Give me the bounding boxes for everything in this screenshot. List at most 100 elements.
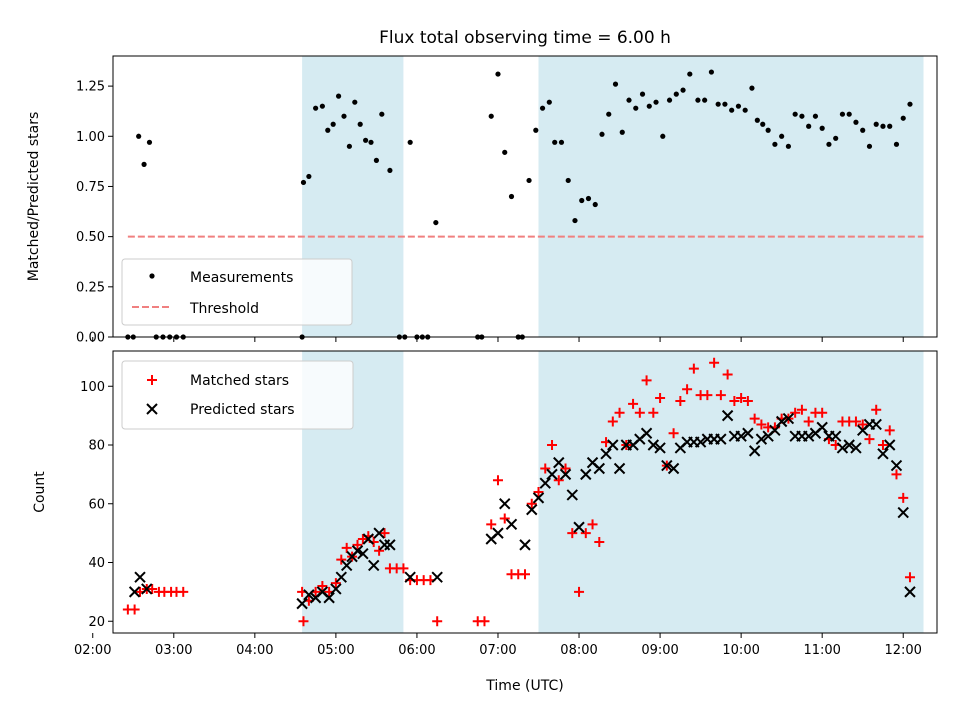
matched-star-point xyxy=(634,407,645,418)
matched-star-point xyxy=(580,528,591,539)
measurement-point xyxy=(357,121,363,127)
legend-box xyxy=(121,258,353,326)
measurement-point xyxy=(585,195,592,202)
predicted-star-point xyxy=(836,442,849,454)
matched-star-point xyxy=(352,539,363,550)
predicted-star-point xyxy=(526,503,538,516)
measurement-point xyxy=(633,105,639,111)
measurement-point xyxy=(819,125,825,131)
legend-predicted-label: Predicted stars xyxy=(190,402,295,418)
matched-star-point xyxy=(864,434,875,445)
predicted-star-point xyxy=(573,521,585,533)
matched-star-point xyxy=(526,498,537,509)
predicted-star-point xyxy=(769,424,781,437)
matched-star-point xyxy=(587,519,598,530)
matched-star-point xyxy=(499,513,510,524)
x-tick-label: 05:00 xyxy=(317,643,354,658)
x-tick-label: 06:00 xyxy=(398,643,435,658)
predicted-star-point xyxy=(580,468,592,481)
measurement-point xyxy=(592,201,598,208)
x-tick-label: 04:00 xyxy=(236,643,273,658)
predicted-star-point xyxy=(816,421,828,434)
predicted-star-point xyxy=(335,571,347,583)
predicted-star-point xyxy=(128,586,141,598)
matched-star-point xyxy=(492,475,503,486)
matched-star-point xyxy=(379,528,390,539)
predicted-star-point xyxy=(802,430,815,442)
predicted-star-point xyxy=(351,545,364,557)
measurement-point xyxy=(325,127,331,133)
x-tick-label: 02:00 xyxy=(74,643,111,658)
measurement-point xyxy=(765,127,771,133)
measurement-point xyxy=(853,119,859,125)
matched-star-point xyxy=(479,616,490,627)
matched-star-point xyxy=(432,616,443,627)
matched-star-point xyxy=(614,407,625,418)
y-tick-label: 1.00 xyxy=(76,130,105,145)
predicted-star-point xyxy=(654,442,666,454)
predicted-star-point xyxy=(296,597,308,610)
matched-star-point xyxy=(675,395,686,406)
measurement-point xyxy=(846,111,852,117)
matched-star-point xyxy=(796,404,807,415)
measurement-point xyxy=(306,173,312,180)
matched-star-point xyxy=(540,463,551,474)
measurement-point xyxy=(136,133,142,139)
matched-star-point xyxy=(357,534,368,544)
matched-star-point xyxy=(688,363,699,374)
predicted-star-point xyxy=(667,462,680,475)
measurement-point xyxy=(313,105,319,111)
matched-star-point xyxy=(330,578,341,589)
measurement-point xyxy=(407,139,413,145)
top-legend: Measurements Threshold xyxy=(121,258,353,326)
top-y-axis-label: Matched/Predicted stars xyxy=(26,112,42,282)
x-tick-label: 03:00 xyxy=(155,643,192,658)
measurement-point xyxy=(708,69,715,75)
predicted-star-point xyxy=(323,592,335,604)
y-tick-label: 0.00 xyxy=(76,331,105,346)
matched-star-point xyxy=(486,519,497,530)
matched-star-point xyxy=(178,586,189,597)
bottom-y-axis-label: Count xyxy=(32,471,48,513)
y-tick-label: 60 xyxy=(88,497,105,512)
matched-star-point xyxy=(877,440,888,450)
measurement-point xyxy=(749,85,755,91)
measurement-point xyxy=(488,113,494,119)
measurement-point xyxy=(680,87,686,93)
measurement-point xyxy=(806,123,812,129)
predicted-star-point xyxy=(661,459,673,472)
measurement-point xyxy=(907,101,913,107)
measurement-point xyxy=(893,141,900,147)
matched-star-point xyxy=(736,393,747,403)
predicted-star-point xyxy=(884,439,896,451)
measurement-point xyxy=(833,135,839,141)
measurement-point xyxy=(141,161,147,167)
predicted-star-point xyxy=(870,418,882,431)
measurement-point xyxy=(742,107,748,113)
measurement-point xyxy=(526,177,532,184)
measurement-point xyxy=(760,121,766,127)
y-tick-label: 80 xyxy=(88,439,105,454)
bottom-panel: 20 40 60 80 100 02:00 03:00 04:00 05:00 06:00 07:0… xyxy=(74,350,938,658)
measurement-point xyxy=(533,127,539,133)
matched-star-point xyxy=(567,528,578,539)
predicted-star-point xyxy=(755,433,768,445)
x-tick-label: 08:00 xyxy=(560,643,597,658)
predicted-star-point xyxy=(735,430,747,442)
measurement-point xyxy=(368,139,374,145)
predicted-star-point xyxy=(519,539,531,551)
measurement-point xyxy=(546,99,552,105)
measurement-point xyxy=(300,179,307,186)
matched-star-point xyxy=(560,463,571,474)
predicted-star-point xyxy=(384,539,396,551)
measurement-point xyxy=(495,71,501,77)
matched-star-point xyxy=(553,475,564,486)
matched-star-point xyxy=(884,425,895,436)
matched-star-point xyxy=(682,384,693,395)
measurement-point xyxy=(702,97,708,103)
y-tick-label: 100 xyxy=(80,380,105,395)
top-panel: 0.00 0.25 0.50 0.75 1.00 1.25 Measurements Thre… xyxy=(76,55,938,346)
matched-star-point xyxy=(398,563,409,574)
predicted-star-point xyxy=(340,559,353,572)
predicted-star-point xyxy=(782,412,795,425)
